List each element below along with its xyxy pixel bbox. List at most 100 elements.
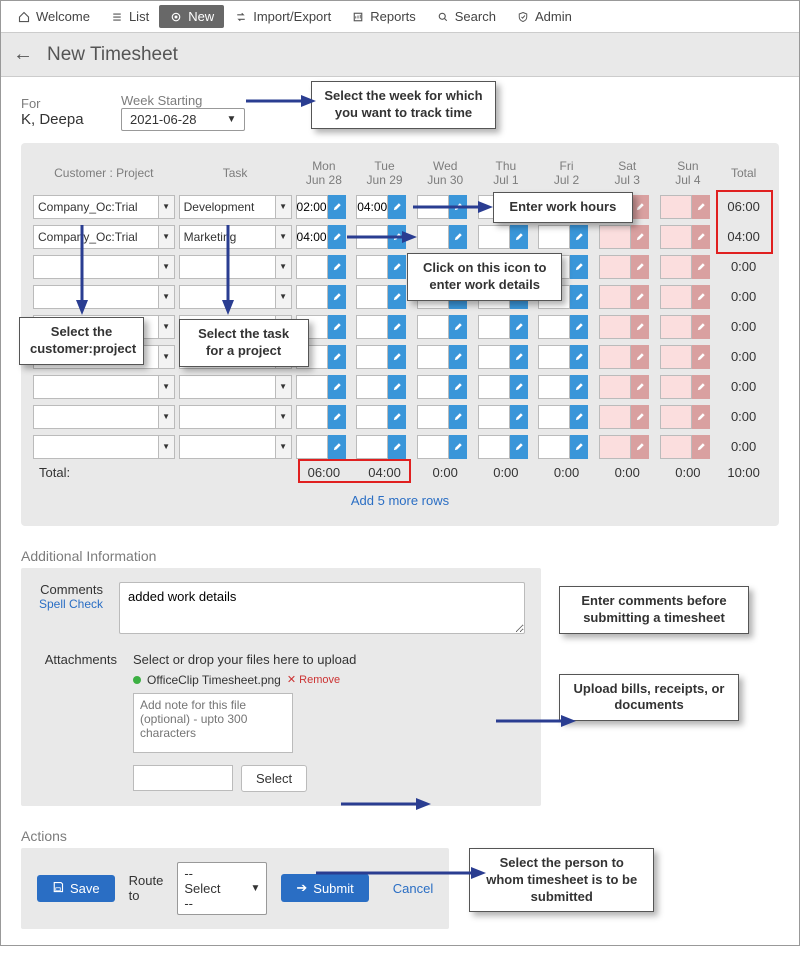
nav-list[interactable]: List (100, 5, 159, 28)
file-note-input[interactable] (133, 693, 293, 753)
time-input[interactable] (538, 405, 570, 429)
file-select-input[interactable] (133, 765, 233, 791)
time-input[interactable] (417, 225, 449, 249)
nav-import-export[interactable]: Import/Export (224, 5, 341, 28)
time-input[interactable] (296, 375, 328, 399)
customer-project-select[interactable]: ▼ (33, 405, 175, 429)
time-input[interactable] (660, 225, 692, 249)
edit-details-icon[interactable] (388, 345, 406, 369)
task-select[interactable]: Marketing▼ (179, 225, 292, 249)
time-input[interactable] (356, 255, 388, 279)
edit-details-icon[interactable] (388, 375, 406, 399)
task-select[interactable]: Development▼ (179, 195, 292, 219)
edit-details-icon[interactable] (388, 315, 406, 339)
time-input[interactable] (296, 255, 328, 279)
edit-details-icon[interactable] (692, 405, 710, 429)
time-input[interactable] (478, 405, 510, 429)
time-input[interactable] (296, 435, 328, 459)
customer-project-select[interactable]: ▼ (33, 285, 175, 309)
time-input[interactable] (660, 345, 692, 369)
edit-details-icon[interactable] (570, 225, 588, 249)
time-input[interactable] (356, 405, 388, 429)
edit-details-icon[interactable] (631, 225, 649, 249)
edit-details-icon[interactable] (631, 285, 649, 309)
edit-details-icon[interactable] (388, 435, 406, 459)
time-input[interactable] (356, 315, 388, 339)
edit-details-icon[interactable] (328, 405, 346, 429)
edit-details-icon[interactable] (631, 375, 649, 399)
time-input[interactable] (478, 375, 510, 399)
add-rows-link[interactable]: Add 5 more rows (31, 483, 769, 518)
edit-details-icon[interactable] (631, 405, 649, 429)
time-input[interactable] (599, 375, 631, 399)
back-arrow-icon[interactable]: ← (13, 43, 33, 66)
task-select[interactable]: ▼ (179, 255, 292, 279)
time-input[interactable] (660, 195, 692, 219)
edit-details-icon[interactable] (388, 285, 406, 309)
edit-details-icon[interactable] (631, 195, 649, 219)
time-input[interactable] (478, 345, 510, 369)
edit-details-icon[interactable] (328, 255, 346, 279)
time-input[interactable] (356, 375, 388, 399)
edit-details-icon[interactable] (449, 345, 467, 369)
edit-details-icon[interactable] (692, 225, 710, 249)
edit-details-icon[interactable] (449, 375, 467, 399)
time-input[interactable] (538, 315, 570, 339)
time-input[interactable] (417, 195, 449, 219)
week-select[interactable]: 2021-06-28 ▼ (121, 108, 245, 131)
edit-details-icon[interactable] (388, 225, 406, 249)
save-button[interactable]: Save (37, 875, 115, 902)
route-select[interactable]: -- Select -- ▼ (177, 862, 267, 915)
edit-details-icon[interactable] (692, 285, 710, 309)
edit-details-icon[interactable] (570, 345, 588, 369)
time-input[interactable] (599, 405, 631, 429)
edit-details-icon[interactable] (328, 195, 346, 219)
time-input[interactable] (660, 285, 692, 309)
time-input[interactable] (417, 405, 449, 429)
time-input[interactable] (538, 375, 570, 399)
edit-details-icon[interactable] (510, 405, 528, 429)
task-select[interactable]: ▼ (179, 435, 292, 459)
edit-details-icon[interactable] (449, 435, 467, 459)
edit-details-icon[interactable] (388, 255, 406, 279)
task-select[interactable]: ▼ (179, 375, 292, 399)
time-input[interactable] (356, 345, 388, 369)
edit-details-icon[interactable] (328, 345, 346, 369)
time-input[interactable] (599, 285, 631, 309)
edit-details-icon[interactable] (692, 195, 710, 219)
edit-details-icon[interactable] (510, 435, 528, 459)
time-input[interactable] (417, 375, 449, 399)
time-input[interactable] (417, 435, 449, 459)
time-input[interactable] (478, 435, 510, 459)
time-input[interactable] (599, 345, 631, 369)
edit-details-icon[interactable] (328, 285, 346, 309)
time-input[interactable] (660, 255, 692, 279)
edit-details-icon[interactable] (570, 435, 588, 459)
customer-project-select[interactable]: ▼ (33, 435, 175, 459)
edit-details-icon[interactable] (570, 375, 588, 399)
time-input[interactable] (417, 315, 449, 339)
nav-new[interactable]: New (159, 5, 224, 28)
edit-details-icon[interactable] (692, 315, 710, 339)
customer-project-select[interactable]: Company_Oc:Trial▼ (33, 225, 175, 249)
submit-button[interactable]: ➔ Submit (281, 874, 368, 902)
time-input[interactable] (478, 315, 510, 339)
edit-details-icon[interactable] (328, 225, 346, 249)
time-input[interactable] (296, 405, 328, 429)
cancel-link[interactable]: Cancel (393, 881, 433, 896)
edit-details-icon[interactable] (692, 255, 710, 279)
customer-project-select[interactable]: ▼ (33, 375, 175, 399)
time-input[interactable] (538, 225, 570, 249)
nav-search[interactable]: Search (426, 5, 506, 28)
customer-project-select[interactable]: ▼ (33, 255, 175, 279)
edit-details-icon[interactable] (328, 435, 346, 459)
time-input[interactable] (356, 195, 388, 219)
time-input[interactable] (660, 435, 692, 459)
edit-details-icon[interactable] (631, 435, 649, 459)
edit-details-icon[interactable] (449, 195, 467, 219)
edit-details-icon[interactable] (449, 225, 467, 249)
time-input[interactable] (599, 435, 631, 459)
time-input[interactable] (599, 315, 631, 339)
time-input[interactable] (296, 195, 328, 219)
time-input[interactable] (478, 225, 510, 249)
